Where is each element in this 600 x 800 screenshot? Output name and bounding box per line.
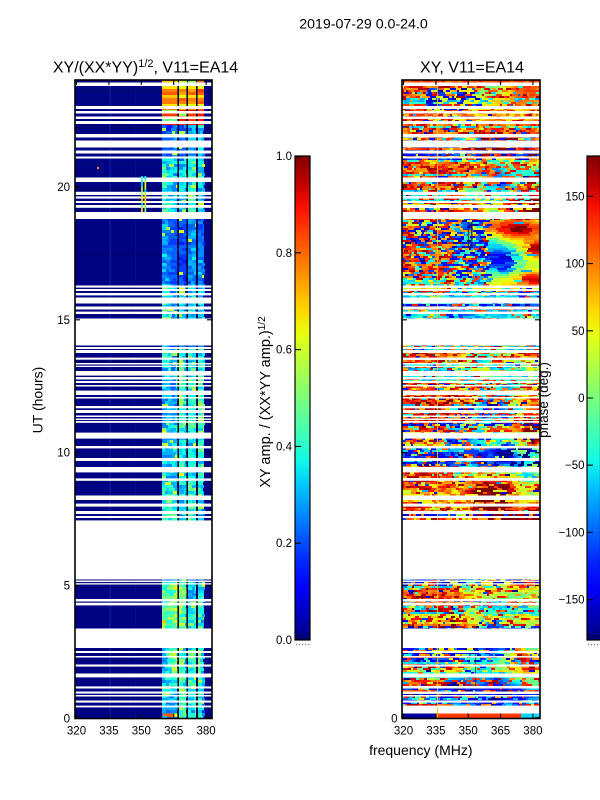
svg-text:380: 380 (197, 726, 216, 738)
svg-text:335: 335 (99, 726, 118, 738)
svg-text:frequency (MHz): frequency (MHz) (369, 742, 472, 758)
svg-text:335: 335 (426, 726, 445, 738)
svg-text:380: 380 (523, 726, 542, 738)
svg-text:15: 15 (57, 315, 70, 327)
svg-text:UT (hours): UT (hours) (30, 367, 46, 434)
svg-text:0: 0 (64, 714, 70, 726)
svg-text:0.6: 0.6 (276, 345, 292, 357)
svg-text:phase (deg.): phase (deg.) (536, 362, 551, 438)
svg-text:0.8: 0.8 (276, 248, 292, 260)
svg-text:5: 5 (64, 581, 70, 593)
svg-text:320: 320 (67, 726, 86, 738)
svg-text:0: 0 (391, 714, 397, 726)
svg-text:365: 365 (164, 726, 183, 738)
svg-text:0.4: 0.4 (276, 441, 293, 453)
svg-text:XY amp. / (XX*YY amp.)1/2: XY amp. / (XX*YY amp.)1/2 (257, 316, 274, 488)
svg-text:XY/(XX*YY)1/2, V11=EA14: XY/(XX*YY)1/2, V11=EA14 (53, 58, 238, 77)
svg-text:150: 150 (565, 191, 584, 203)
svg-text:0.2: 0.2 (276, 538, 292, 550)
svg-text:0: 0 (578, 393, 584, 405)
svg-text:XY, V11=EA14: XY, V11=EA14 (420, 60, 524, 77)
svg-text:−50: −50 (565, 460, 585, 472)
svg-text:10: 10 (57, 448, 70, 460)
svg-text:1.0: 1.0 (276, 151, 292, 163)
svg-text:−150: −150 (559, 595, 585, 607)
svg-text:50: 50 (572, 326, 585, 338)
svg-text:0.0: 0.0 (276, 635, 292, 647)
svg-text:365: 365 (491, 726, 510, 738)
svg-text:−100: −100 (559, 527, 585, 539)
svg-text:350: 350 (459, 726, 478, 738)
svg-text:350: 350 (132, 726, 151, 738)
svg-text:100: 100 (565, 259, 584, 271)
svg-text:2019-07-29 0.0-24.0: 2019-07-29 0.0-24.0 (299, 17, 428, 33)
svg-text:320: 320 (394, 726, 413, 738)
svg-text:20: 20 (57, 182, 70, 194)
